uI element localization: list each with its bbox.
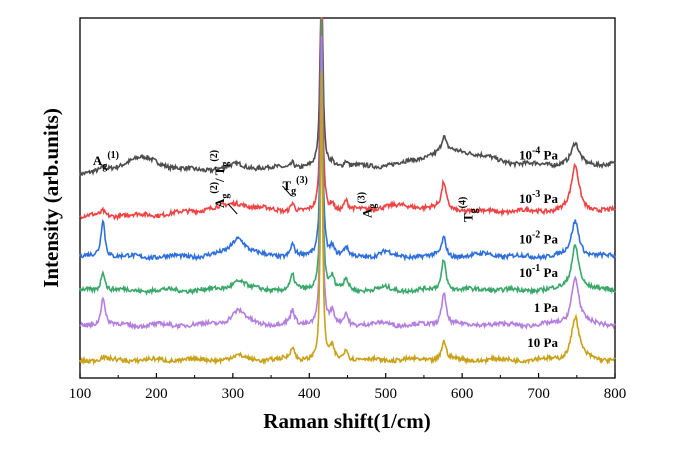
series-label-2: 10-2 Pa xyxy=(519,230,559,247)
series-line-5 xyxy=(79,71,616,366)
peak-arrow-2 xyxy=(282,185,292,197)
series-line-2 xyxy=(79,17,616,262)
x-tick-label-300: 300 xyxy=(222,386,245,402)
x-tick-label-400: 400 xyxy=(298,386,321,402)
x-tick-label-500: 500 xyxy=(374,386,397,402)
x-tick-label-700: 700 xyxy=(527,386,550,402)
series-line-1 xyxy=(79,17,616,222)
peak-arrow-1 xyxy=(227,203,238,215)
series-label-5: 10 Pa xyxy=(527,335,558,350)
peak-annotations: Ag(1) Ag(2)/ Tg(2) Tg(3) Ag(3) Tg(4) xyxy=(93,150,480,222)
x-axis-title: Raman shift(1/cm) xyxy=(263,409,430,433)
peak-label-0: Ag(1) xyxy=(93,150,119,172)
x-tick-label-800: 800 xyxy=(604,386,627,402)
peak-label-1: Ag(2)/ Tg(2) xyxy=(209,150,231,208)
x-axis: 100 200 300 400 500 600 700 800 xyxy=(69,373,627,402)
series-layer xyxy=(79,17,616,366)
x-tick-label-100: 100 xyxy=(69,386,92,402)
x-tick-label-200: 200 xyxy=(145,386,168,402)
peak-label-3: Ag(3) xyxy=(357,192,379,218)
x-tick-label-600: 600 xyxy=(451,386,474,402)
series-labels: 10-4 Pa 10-3 Pa 10-2 Pa 10-1 Pa 1 Pa 10 Pa xyxy=(519,146,559,350)
y-axis-title: Intensity (arb.units) xyxy=(39,108,63,288)
series-label-3: 10-1 Pa xyxy=(519,263,559,280)
series-label-4: 1 Pa xyxy=(534,300,559,315)
peak-label-4: Tg(4) xyxy=(458,197,480,222)
peak-label-2: Tg(3) xyxy=(282,175,307,197)
series-line-3 xyxy=(79,17,616,296)
series-line-0 xyxy=(79,17,616,177)
series-line-4 xyxy=(79,35,616,331)
series-label-0: 10-4 Pa xyxy=(519,146,559,163)
series-label-1: 10-3 Pa xyxy=(519,189,559,206)
